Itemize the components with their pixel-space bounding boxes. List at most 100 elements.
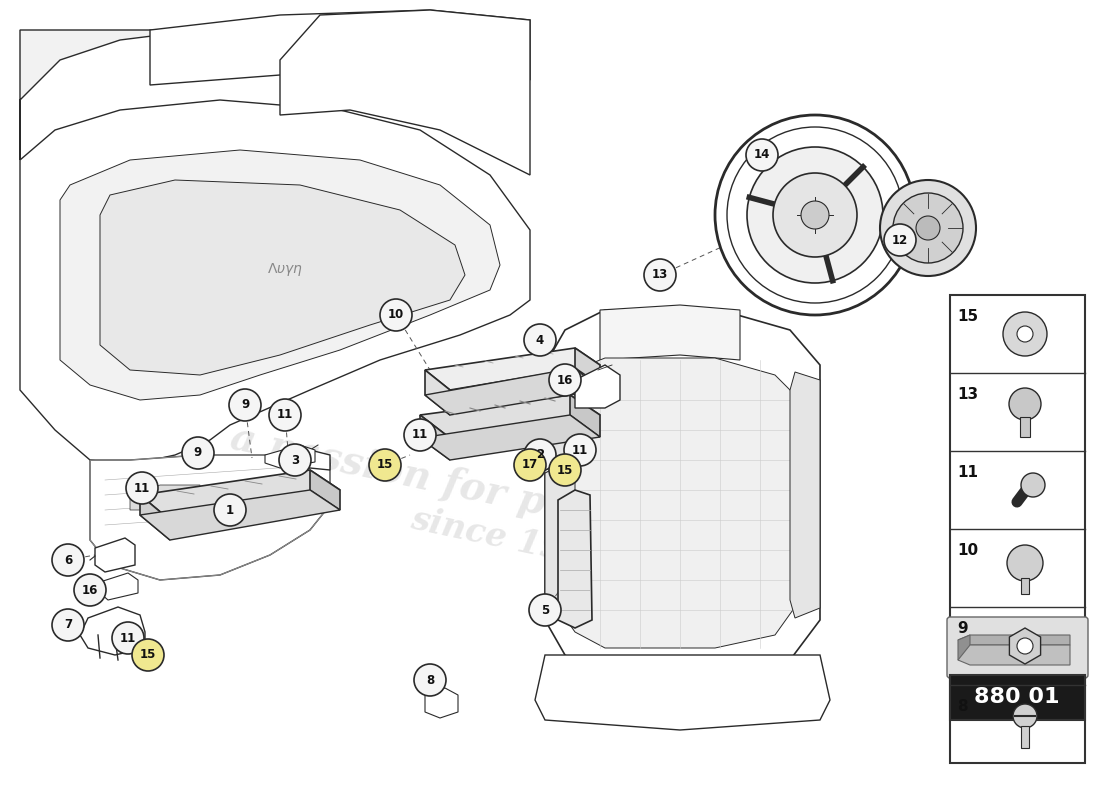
- Text: 15: 15: [557, 463, 573, 477]
- Circle shape: [1003, 312, 1047, 356]
- Circle shape: [1021, 473, 1045, 497]
- Polygon shape: [570, 395, 600, 437]
- Circle shape: [524, 324, 556, 356]
- Polygon shape: [90, 455, 330, 580]
- Bar: [1021, 726, 1028, 748]
- Circle shape: [1009, 388, 1041, 420]
- Circle shape: [880, 180, 976, 276]
- Circle shape: [112, 622, 144, 654]
- Circle shape: [786, 187, 843, 243]
- Circle shape: [529, 594, 561, 626]
- Polygon shape: [544, 310, 820, 680]
- Text: 15: 15: [140, 649, 156, 662]
- Text: 11: 11: [411, 429, 428, 442]
- Polygon shape: [420, 415, 600, 460]
- Circle shape: [773, 173, 857, 257]
- Polygon shape: [535, 655, 830, 730]
- Bar: [950, 675, 1085, 720]
- Text: 2: 2: [536, 449, 544, 462]
- Circle shape: [126, 472, 158, 504]
- Circle shape: [1006, 545, 1043, 581]
- Circle shape: [1013, 704, 1037, 728]
- Text: 8: 8: [426, 674, 434, 686]
- Circle shape: [279, 444, 311, 476]
- Circle shape: [214, 494, 246, 526]
- Polygon shape: [420, 395, 600, 438]
- Polygon shape: [575, 348, 600, 385]
- Text: 4: 4: [536, 334, 544, 346]
- Text: 13: 13: [957, 387, 978, 402]
- Circle shape: [549, 454, 581, 486]
- Polygon shape: [150, 10, 530, 85]
- Polygon shape: [558, 358, 800, 648]
- Text: $\Lambda\upsilon\gamma\eta$: $\Lambda\upsilon\gamma\eta$: [267, 262, 303, 278]
- Text: 11: 11: [572, 443, 588, 457]
- Circle shape: [132, 639, 164, 671]
- Text: 15: 15: [957, 309, 978, 324]
- Text: 880 01: 880 01: [975, 687, 1059, 707]
- Polygon shape: [265, 445, 315, 468]
- Text: 11: 11: [134, 482, 150, 494]
- Polygon shape: [525, 448, 556, 473]
- Text: 10: 10: [957, 543, 978, 558]
- Polygon shape: [140, 470, 340, 520]
- Text: 17: 17: [521, 458, 538, 471]
- Bar: [1021, 578, 1028, 594]
- Circle shape: [52, 544, 84, 576]
- Polygon shape: [290, 450, 330, 473]
- Circle shape: [379, 299, 412, 331]
- Polygon shape: [544, 372, 575, 618]
- Text: 9: 9: [194, 446, 202, 459]
- Text: 16: 16: [557, 374, 573, 386]
- Circle shape: [229, 389, 261, 421]
- Polygon shape: [310, 470, 340, 510]
- Polygon shape: [95, 538, 135, 572]
- Circle shape: [564, 434, 596, 466]
- Polygon shape: [425, 348, 600, 390]
- Polygon shape: [20, 30, 200, 160]
- Text: 14: 14: [754, 149, 770, 162]
- Polygon shape: [425, 688, 458, 718]
- Circle shape: [893, 193, 962, 263]
- Circle shape: [747, 147, 883, 283]
- Circle shape: [715, 115, 915, 315]
- Circle shape: [74, 574, 106, 606]
- Polygon shape: [1010, 628, 1041, 664]
- Text: 10: 10: [388, 309, 404, 322]
- Circle shape: [52, 609, 84, 641]
- Text: 8: 8: [957, 699, 968, 714]
- Polygon shape: [100, 180, 465, 375]
- Circle shape: [368, 449, 402, 481]
- Text: 16: 16: [81, 583, 98, 597]
- Polygon shape: [100, 573, 138, 600]
- Text: since 1965: since 1965: [408, 503, 613, 577]
- Text: 11: 11: [277, 409, 293, 422]
- Circle shape: [644, 259, 676, 291]
- Polygon shape: [60, 150, 500, 400]
- Circle shape: [270, 399, 301, 431]
- Polygon shape: [958, 635, 1070, 645]
- Polygon shape: [20, 100, 530, 465]
- Polygon shape: [425, 370, 450, 415]
- Polygon shape: [790, 372, 820, 618]
- Text: 5: 5: [541, 603, 549, 617]
- Circle shape: [916, 216, 940, 240]
- Polygon shape: [600, 305, 740, 360]
- Circle shape: [884, 224, 916, 256]
- Polygon shape: [558, 490, 592, 628]
- Circle shape: [414, 664, 446, 696]
- Bar: [950, 295, 1085, 763]
- Circle shape: [182, 437, 214, 469]
- Text: 9: 9: [957, 621, 968, 636]
- Text: 3: 3: [290, 454, 299, 466]
- Polygon shape: [958, 645, 1070, 665]
- Polygon shape: [280, 10, 530, 175]
- Bar: [1020, 417, 1030, 437]
- Text: 9: 9: [241, 398, 249, 411]
- Text: 11: 11: [957, 465, 978, 480]
- Polygon shape: [140, 490, 340, 540]
- Circle shape: [524, 439, 556, 471]
- Text: 11: 11: [120, 631, 136, 645]
- Polygon shape: [575, 365, 620, 408]
- Text: 15: 15: [377, 458, 393, 471]
